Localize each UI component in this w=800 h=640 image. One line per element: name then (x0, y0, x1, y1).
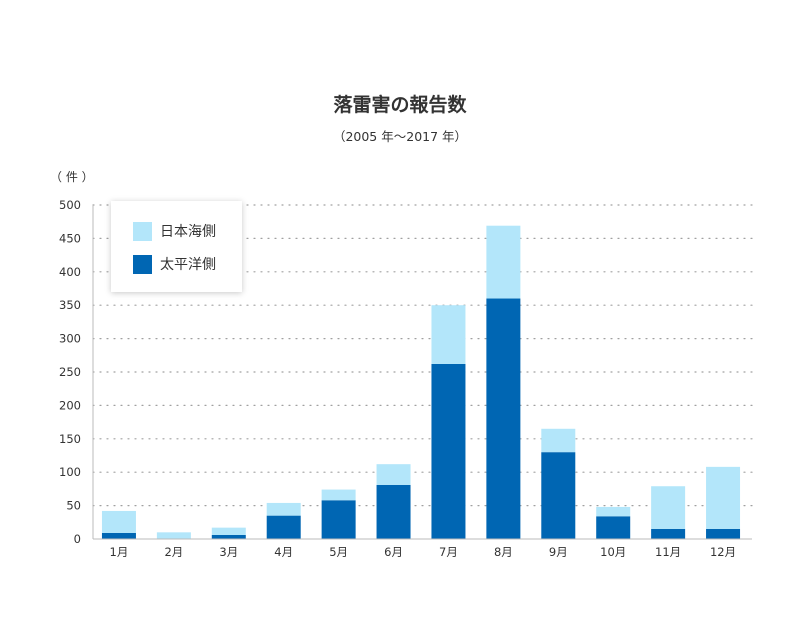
y-tick-label: 100 (59, 465, 81, 479)
bar (541, 452, 576, 539)
bar (706, 466, 741, 529)
x-tick-label: 9月 (549, 545, 568, 559)
bar (266, 502, 301, 516)
gridlines (92, 204, 753, 507)
x-tick-label: 1月 (110, 545, 129, 559)
y-tick-label: 0 (74, 532, 81, 546)
bar (431, 363, 466, 539)
y-tick-label: 250 (59, 365, 81, 379)
bar (376, 484, 411, 539)
bar (486, 298, 521, 539)
y-tick-label: 350 (59, 298, 81, 312)
bar (321, 489, 356, 501)
y-tick-label: 150 (59, 432, 81, 446)
y-tick-label: 200 (59, 398, 81, 412)
y-tick-label: 450 (59, 231, 81, 245)
bar (706, 528, 741, 539)
bars (101, 225, 741, 539)
bar (486, 225, 521, 299)
bar (211, 534, 246, 539)
bar (101, 510, 136, 533)
bar (431, 305, 466, 364)
x-tick-label: 7月 (439, 545, 458, 559)
x-tick-label: 4月 (274, 545, 293, 559)
legend-label: 太平洋側 (160, 257, 216, 273)
y-tick-label: 400 (59, 265, 81, 279)
x-tick-label: 10月 (600, 545, 626, 559)
legend: 日本海側 太平洋側 (111, 201, 242, 292)
y-axis-unit-label: （ 件 ） (50, 170, 94, 184)
bar (541, 428, 576, 453)
legend-swatch (133, 254, 152, 274)
x-tick-label: 5月 (329, 545, 348, 559)
bar (211, 527, 246, 535)
legend-label: 日本海側 (160, 224, 216, 240)
x-tick-label: 3月 (219, 545, 238, 559)
y-tick-label: 500 (59, 198, 81, 212)
bar (376, 464, 411, 485)
bar (101, 532, 136, 539)
bar (651, 486, 686, 529)
x-tick-label: 2月 (164, 545, 183, 559)
tick-labels: 0 50 100 150 200 250 300 350 400 450 500 1月 2月 3月 4月 5月… (59, 198, 736, 559)
axes (92, 205, 752, 540)
y-tick-label: 300 (59, 332, 81, 346)
bar (596, 506, 631, 517)
bar (596, 516, 631, 539)
legend-item-pacific-side: 太平洋側 (133, 254, 216, 274)
x-tick-label: 8月 (494, 545, 513, 559)
bar (321, 500, 356, 539)
x-tick-label: 11月 (655, 545, 681, 559)
legend-swatch (133, 221, 152, 241)
chart-subtitle: （2005 年〜2017 年） (332, 129, 468, 144)
bar (266, 515, 301, 539)
x-tick-label: 6月 (384, 545, 403, 559)
y-tick-label: 50 (66, 499, 81, 513)
bar (651, 528, 686, 539)
x-tick-label: 12月 (710, 545, 736, 559)
chart-title: 落雷害の報告数 (333, 94, 467, 116)
bar (156, 532, 191, 539)
legend-item-japan-sea-side: 日本海側 (133, 221, 216, 241)
